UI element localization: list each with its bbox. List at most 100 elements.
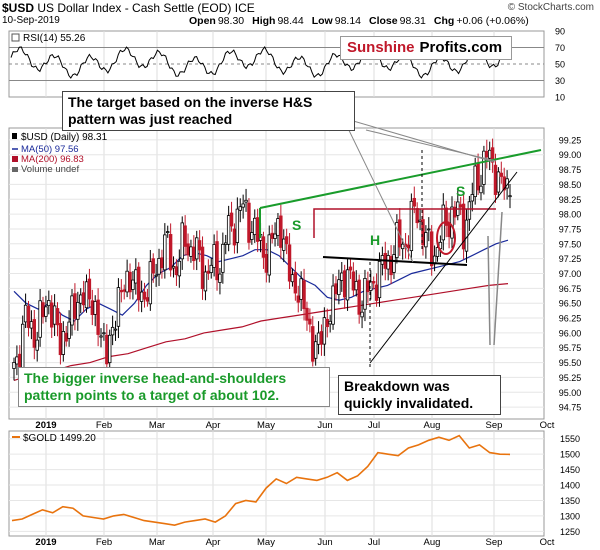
price-tick-label: 98.25: [559, 195, 582, 205]
gold-x-tick-label: Feb: [96, 537, 112, 548]
price-tick-label: 95.75: [559, 343, 582, 353]
candle-body: [429, 231, 434, 267]
candle-body: [163, 234, 167, 271]
candle-body: [485, 151, 489, 158]
ohlc-value: +0.06 (+0.06%): [456, 15, 529, 27]
chart-header: $USD US Dollar Index - Cash Settle (EOD)…: [0, 0, 600, 30]
ohlc-key: Open: [189, 15, 216, 27]
candle-body: [398, 219, 402, 248]
price-x-tick-label: Apr: [206, 420, 221, 431]
ohlc-value: 98.30: [217, 15, 245, 27]
support-trendline: [369, 171, 518, 364]
gold-x-tick-label: Apr: [206, 537, 221, 548]
label-left-shoulder: S: [292, 217, 301, 233]
candle-body: [224, 242, 228, 245]
gold-tick-label: 1550: [560, 434, 580, 444]
candle-body: [171, 265, 176, 269]
price-tick-label: 99.00: [559, 150, 582, 160]
candle-body: [342, 270, 347, 298]
candle-body: [52, 305, 57, 325]
price-tick-label: 99.25: [559, 135, 582, 145]
candle-body: [334, 283, 338, 295]
price-tick-label: 94.75: [559, 403, 582, 413]
candle-body: [125, 270, 129, 293]
candle-body: [142, 291, 147, 300]
candle-body: [50, 302, 54, 328]
candle-body: [12, 361, 16, 369]
candle-body: [319, 331, 324, 345]
callout-line: [342, 117, 414, 263]
price-tick-label: 98.00: [559, 210, 582, 220]
gold-x-tick-label: Aug: [424, 537, 441, 548]
candle-body: [186, 243, 190, 256]
candle-body: [15, 356, 19, 365]
candle-body: [134, 269, 138, 284]
candle-body: [73, 293, 77, 319]
candle-body: [212, 244, 216, 268]
candle-body: [47, 300, 51, 307]
ohlc-key: High: [252, 15, 276, 27]
candle-body: [197, 240, 202, 251]
candle-body: [308, 318, 312, 325]
candle-body: [487, 149, 492, 159]
price-x-tick-label: Jun: [317, 420, 332, 431]
candle-body: [166, 231, 170, 233]
gold-tick-label: 1500: [560, 450, 580, 460]
candle-body: [29, 321, 34, 329]
ohlc-value: 98.31: [399, 15, 426, 27]
volume-legend-label: Volume undef: [21, 164, 79, 175]
candle-body: [218, 273, 222, 283]
ma200-line: [13, 283, 509, 381]
gold-x-tick-label: Mar: [149, 537, 165, 548]
symbol-description: US Dollar Index - Cash Settle (EOD) ICE: [37, 1, 255, 15]
candle-body: [508, 195, 512, 198]
candle-body: [67, 321, 71, 339]
breakdown-callout: Breakdown was quickly invalidated.: [338, 375, 501, 415]
candle-body: [305, 307, 309, 321]
upper-trendline: [259, 149, 542, 209]
candle-body: [357, 279, 361, 315]
rsi-tick-label: 70: [555, 43, 565, 53]
candle-body: [64, 332, 68, 342]
candle-body: [264, 253, 269, 273]
candle-body: [406, 244, 411, 249]
candle-body: [348, 266, 353, 271]
price-tick-label: 97.25: [559, 254, 582, 264]
candle-body: [392, 254, 396, 273]
gold-x-tick-label: Sep: [486, 537, 503, 548]
candle-body: [412, 197, 416, 207]
candle-body: [337, 279, 341, 296]
candle-body: [119, 290, 124, 293]
candle-body: [116, 287, 121, 327]
gold-x-tick-label: 2019: [35, 537, 56, 548]
y-tick-labels: 90 70 50 30 10 99.25 99.00 98.75 98.50 98.25 98.00…: [555, 27, 581, 537]
gold-tick-label: 1400: [560, 481, 580, 491]
candle-body: [38, 300, 42, 338]
candle-body: [110, 326, 115, 336]
ohlc-readout: Open 98.30 High 98.44 Low 98.14 Close 98.31 Chg +…: [189, 15, 537, 27]
price-legend-icon: [12, 133, 17, 139]
candle-body: [253, 217, 257, 236]
candle-body: [363, 278, 367, 310]
price-x-tick-label: Jul: [368, 420, 380, 431]
candle-body: [189, 246, 193, 257]
price-x-tick-label: May: [257, 420, 275, 431]
candlesticks: [12, 138, 512, 381]
candle-body: [351, 271, 356, 291]
price-legend: $USD (Daily) 98.31 MA(50) 97.56 MA(200) …: [12, 132, 108, 175]
candle-body: [496, 171, 501, 193]
callout-line: [487, 235, 491, 346]
candle-body: [247, 202, 251, 243]
candle-body: [203, 271, 208, 292]
candle-body: [284, 236, 289, 245]
candle-body: [96, 299, 100, 335]
candle-body: [90, 300, 95, 316]
candle-body: [87, 278, 92, 300]
candle-body: [137, 266, 141, 301]
candle-body: [221, 243, 225, 273]
candle-body: [93, 301, 97, 315]
highlight-circle: [436, 221, 456, 255]
candle-body: [279, 215, 283, 248]
candle-body: [70, 295, 74, 326]
callout-line: [365, 129, 497, 162]
